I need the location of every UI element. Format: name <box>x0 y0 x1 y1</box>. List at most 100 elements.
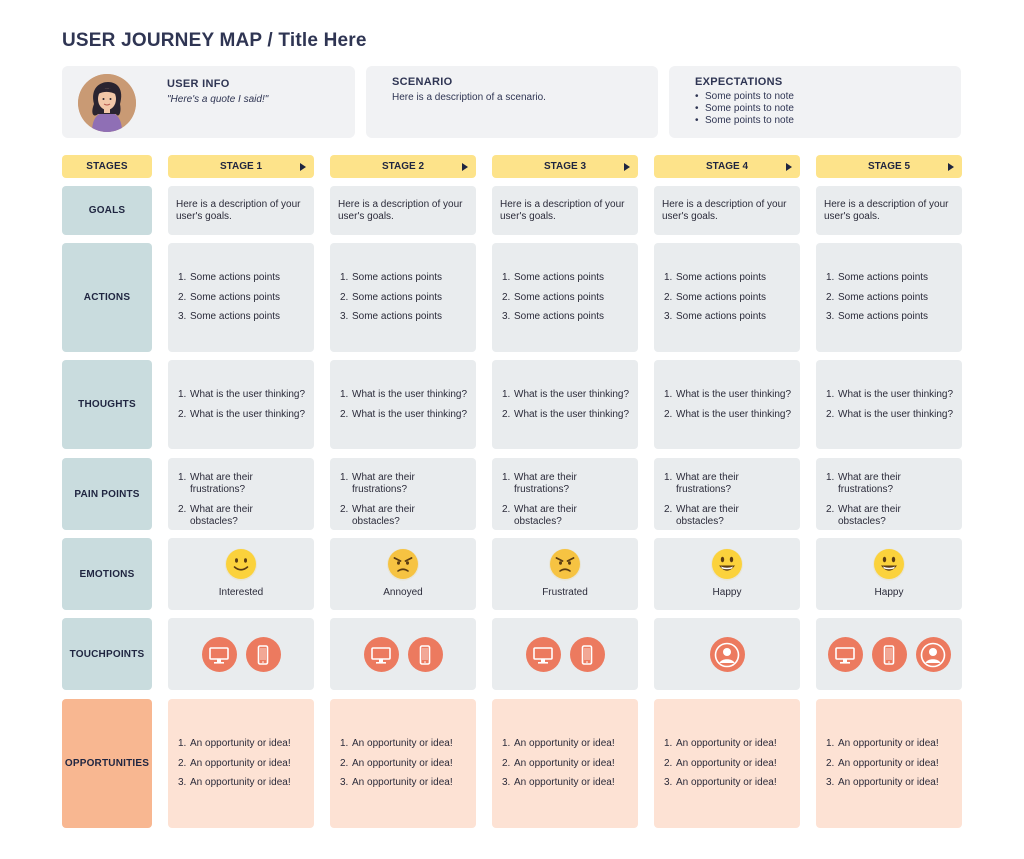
pain-point-list: 1. What are their frustrations? 2. What are… <box>340 472 470 535</box>
pain-point-item: 2. What are their obstacles? <box>340 504 470 528</box>
stage-label: STAGE 3 <box>543 161 587 172</box>
play-arrow-icon <box>948 163 954 171</box>
goal-text: Here is a description of your user's goa… <box>662 199 787 222</box>
opportunity-item: 3. An opportunity or idea! <box>178 777 291 789</box>
touchpoints-card <box>654 618 800 690</box>
actions-card: 1. Some actions points 2. Some actions poin… <box>168 243 314 352</box>
pain-points-card: 1. What are their frustrations? 2. What are… <box>816 458 962 530</box>
action-item: 3. Some actions points <box>826 311 929 323</box>
user-info-card: USER INFO "Here's a quote I said!" <box>62 66 355 138</box>
thought-text: What is the user thinking? <box>838 389 954 400</box>
thought-text: What is the user thinking? <box>514 408 630 420</box>
opportunity-text: An opportunity or idea! <box>676 738 777 749</box>
opportunity-text: An opportunity or idea! <box>190 777 291 789</box>
opportunity-item: 3. An opportunity or idea! <box>826 777 939 789</box>
action-item: 3. Some actions points <box>340 311 443 323</box>
opportunity-item: 2. An opportunity or idea! <box>502 757 615 769</box>
emotion-label: Interested <box>218 587 264 598</box>
action-text: Some actions points <box>838 311 929 323</box>
opportunity-list: 1. An opportunity or idea! 2. An opportunit… <box>664 738 794 797</box>
touchpoints-card <box>492 618 638 690</box>
pain-point-text: What are their obstacles? <box>676 503 739 527</box>
pain-point-list: 1. What are their frustrations? 2. What are… <box>502 472 632 535</box>
pain-point-item: 1. What are their frustrations? <box>502 472 632 496</box>
happy-emoji-icon <box>873 548 905 581</box>
emotion-label: Happy <box>874 587 904 598</box>
opportunity-list: 1. An opportunity or idea! 2. An opportunit… <box>502 738 632 797</box>
user-info-heading: USER INFO <box>167 78 230 90</box>
angry-emoji-icon <box>387 548 419 581</box>
action-list: 1. Some actions points 2. Some actions poin… <box>178 272 308 331</box>
opportunities-card: 1. An opportunity or idea! 2. An opportunit… <box>168 699 314 828</box>
goal-card: Here is a description of your user's goa… <box>654 186 800 235</box>
pain-point-item: 1. What are their frustrations? <box>664 472 794 496</box>
user-avatar <box>78 74 136 132</box>
thought-text: What is the user thinking? <box>838 408 954 420</box>
angry-emoji-icon <box>549 548 581 581</box>
user-quote: "Here's a quote I said!" <box>167 94 269 105</box>
opportunity-item: 2. An opportunity or idea! <box>664 757 777 769</box>
emotion-card: Annoyed <box>330 538 476 610</box>
expectation-item: Some points to note <box>695 103 794 115</box>
stage-header-1: STAGE 1 <box>168 155 314 178</box>
pain-point-text: What are their obstacles? <box>352 503 415 527</box>
thoughts-card: 1. What is the user thinking? 2. What is th… <box>816 360 962 449</box>
opportunity-text: An opportunity or idea! <box>514 777 615 789</box>
emotion-label: Annoyed <box>383 587 423 598</box>
opportunity-item: 1. An opportunity or idea! <box>178 738 291 749</box>
thought-item: 2. What is the user thinking? <box>178 408 306 420</box>
opportunity-item: 1. An opportunity or idea! <box>664 738 777 749</box>
thought-text: What is the user thinking? <box>352 408 468 420</box>
play-arrow-icon <box>300 163 306 171</box>
action-item: 1. Some actions points <box>826 272 929 283</box>
expectation-item: Some points to note <box>695 91 794 103</box>
touchpoints-card <box>168 618 314 690</box>
goal-text: Here is a description of your user's goa… <box>338 199 463 222</box>
pain-point-item: 2. What are their obstacles? <box>664 504 794 528</box>
pain-point-text: What are their obstacles? <box>838 503 901 527</box>
thought-item: 2. What is the user thinking? <box>502 408 630 420</box>
action-text: Some actions points <box>352 272 443 283</box>
thought-item: 2. What is the user thinking? <box>340 408 468 420</box>
stage-label: STAGE 2 <box>381 161 425 172</box>
row-label-touchpoints: TOUCHPOINTS <box>62 618 152 690</box>
opportunity-text: An opportunity or idea! <box>676 757 777 769</box>
action-item: 2. Some actions points <box>664 291 767 303</box>
thought-list: 1. What is the user thinking? 2. What is th… <box>502 389 632 428</box>
play-arrow-icon <box>624 163 630 171</box>
pain-point-item: 1. What are their frustrations? <box>178 472 308 496</box>
action-text: Some actions points <box>838 291 929 303</box>
pain-points-card: 1. What are their frustrations? 2. What are… <box>168 458 314 530</box>
thought-text: What is the user thinking? <box>676 408 792 420</box>
pain-point-text: What are their frustrations? <box>838 472 901 495</box>
row-label-thoughts: THOUGHTS <box>62 360 152 449</box>
row-label-emotions: EMOTIONS <box>62 538 152 610</box>
pain-point-item: 1. What are their frustrations? <box>340 472 470 496</box>
opportunities-card: 1. An opportunity or idea! 2. An opportunit… <box>816 699 962 828</box>
opportunity-text: An opportunity or idea! <box>352 777 453 789</box>
action-text: Some actions points <box>676 272 767 283</box>
opportunities-card: 1. An opportunity or idea! 2. An opportunit… <box>492 699 638 828</box>
opportunities-card: 1. An opportunity or idea! 2. An opportunit… <box>654 699 800 828</box>
pain-points-card: 1. What are their frustrations? 2. What are… <box>654 458 800 530</box>
play-arrow-icon <box>786 163 792 171</box>
action-item: 1. Some actions points <box>502 272 605 283</box>
desktop-icon <box>363 637 399 672</box>
action-item: 3. Some actions points <box>502 311 605 323</box>
thought-item: 2. What is the user thinking? <box>826 408 954 420</box>
action-text: Some actions points <box>352 311 443 323</box>
mobile-icon <box>569 637 605 672</box>
scenario-heading: SCENARIO <box>392 76 453 88</box>
stage-header-5: STAGE 5 <box>816 155 962 178</box>
action-text: Some actions points <box>190 272 281 283</box>
pain-point-item: 2. What are their obstacles? <box>178 504 308 528</box>
opportunity-item: 2. An opportunity or idea! <box>340 757 453 769</box>
thought-list: 1. What is the user thinking? 2. What is th… <box>340 389 470 428</box>
opportunity-text: An opportunity or idea! <box>838 738 939 749</box>
pain-point-text: What are their frustrations? <box>190 472 253 495</box>
desktop-icon <box>525 637 561 672</box>
action-item: 2. Some actions points <box>826 291 929 303</box>
pain-point-text: What are their obstacles? <box>514 503 577 527</box>
goal-text: Here is a description of your user's goa… <box>176 199 301 222</box>
pain-point-text: What are their obstacles? <box>190 503 253 527</box>
